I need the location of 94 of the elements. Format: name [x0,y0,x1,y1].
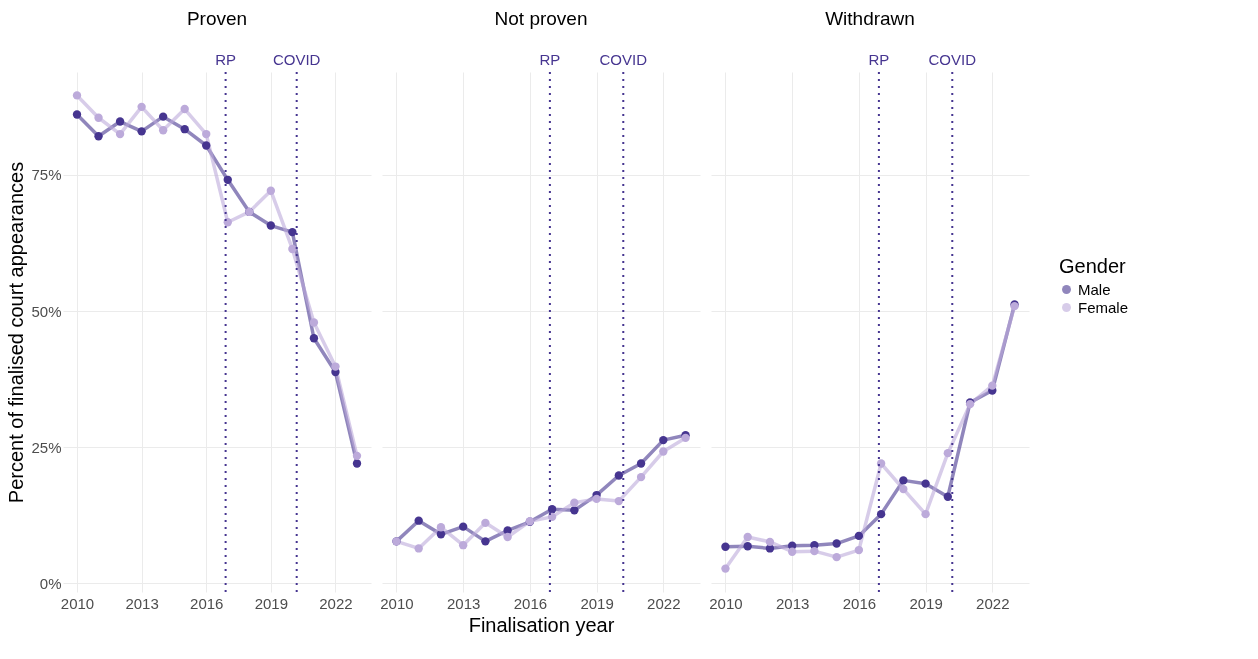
point [94,132,103,141]
y-tick-label: 50% [31,302,62,320]
chart-title: Not proven [494,8,588,29]
legend-title: Gender [1059,255,1127,277]
point [921,509,930,519]
point [266,186,276,195]
point [743,532,752,542]
point [414,516,423,525]
point [614,496,624,506]
point [592,494,601,504]
point [458,541,468,550]
x-tick-label: 2019 [909,594,943,612]
point [94,113,103,122]
x-tick-label: 2022 [976,594,1010,612]
ref-line-label: RP [868,51,890,68]
point [659,435,668,445]
point [266,221,276,230]
ref-line-label: RP [215,51,237,68]
point [331,362,340,371]
ref-line-label: RP [539,51,561,68]
point [481,537,490,546]
point [202,141,211,150]
point [721,542,730,551]
x-tick-label: 2010 [709,594,743,612]
x-tick-label: 2022 [319,594,353,612]
point [72,110,82,119]
point [988,381,997,390]
point [659,447,668,456]
point [158,112,168,121]
point [921,479,930,488]
point [721,564,730,573]
x-tick-label: 2013 [125,594,159,612]
point [414,544,423,553]
y-tick-label: 75% [31,166,62,184]
ref-line-label: COVID [272,51,321,68]
point [202,129,211,139]
point [943,448,953,458]
point [137,102,146,112]
x-tick-label: 2022 [647,594,681,612]
point [810,546,819,556]
x-tick-label: 2016 [842,594,877,612]
chart-title: Withdrawn [825,8,915,29]
point [614,471,624,480]
point [832,539,841,548]
y-axis-title: Percent of finalised court appearances [5,161,28,504]
point [832,552,841,562]
point [72,91,82,100]
point [309,318,319,327]
x-tick-label: 2013 [775,594,810,612]
point [436,523,446,532]
point [503,532,512,542]
point [854,531,864,541]
point [352,459,362,468]
x-tick-label: 2016 [190,594,224,612]
point [309,334,319,343]
point [854,545,864,555]
point [288,244,297,254]
point [570,498,579,507]
point [876,459,886,468]
legend-label: Female [1078,298,1129,316]
point [899,476,908,485]
point [636,472,646,482]
x-tick-label: 2010 [60,594,95,612]
point [547,505,557,514]
point [765,537,775,547]
point [943,492,953,501]
point [288,227,297,237]
x-tick-label: 2019 [254,594,289,612]
point [481,518,490,528]
chart-title: Proven [186,8,248,29]
y-tick-label: 25% [31,438,62,456]
point [787,547,797,556]
x-tick-label: 2010 [380,594,414,612]
ref-line-label: COVID [599,51,648,68]
y-tick-label: 0% [39,574,62,592]
x-axis-title: Finalisation year [468,613,615,636]
point [137,127,146,136]
point [352,451,362,461]
point [115,117,125,126]
point [899,484,908,494]
point [458,522,468,531]
point [158,126,168,135]
x-tick-label: 2019 [580,594,614,612]
point [636,459,646,468]
legend-label: Male [1078,280,1111,298]
point [180,125,189,134]
point [743,542,752,551]
point [436,530,446,539]
x-tick-label: 2013 [446,594,481,612]
ref-line-label: COVID [928,51,977,68]
point [223,175,232,184]
point [115,129,125,139]
point [180,104,189,114]
x-tick-label: 2016 [513,594,548,612]
